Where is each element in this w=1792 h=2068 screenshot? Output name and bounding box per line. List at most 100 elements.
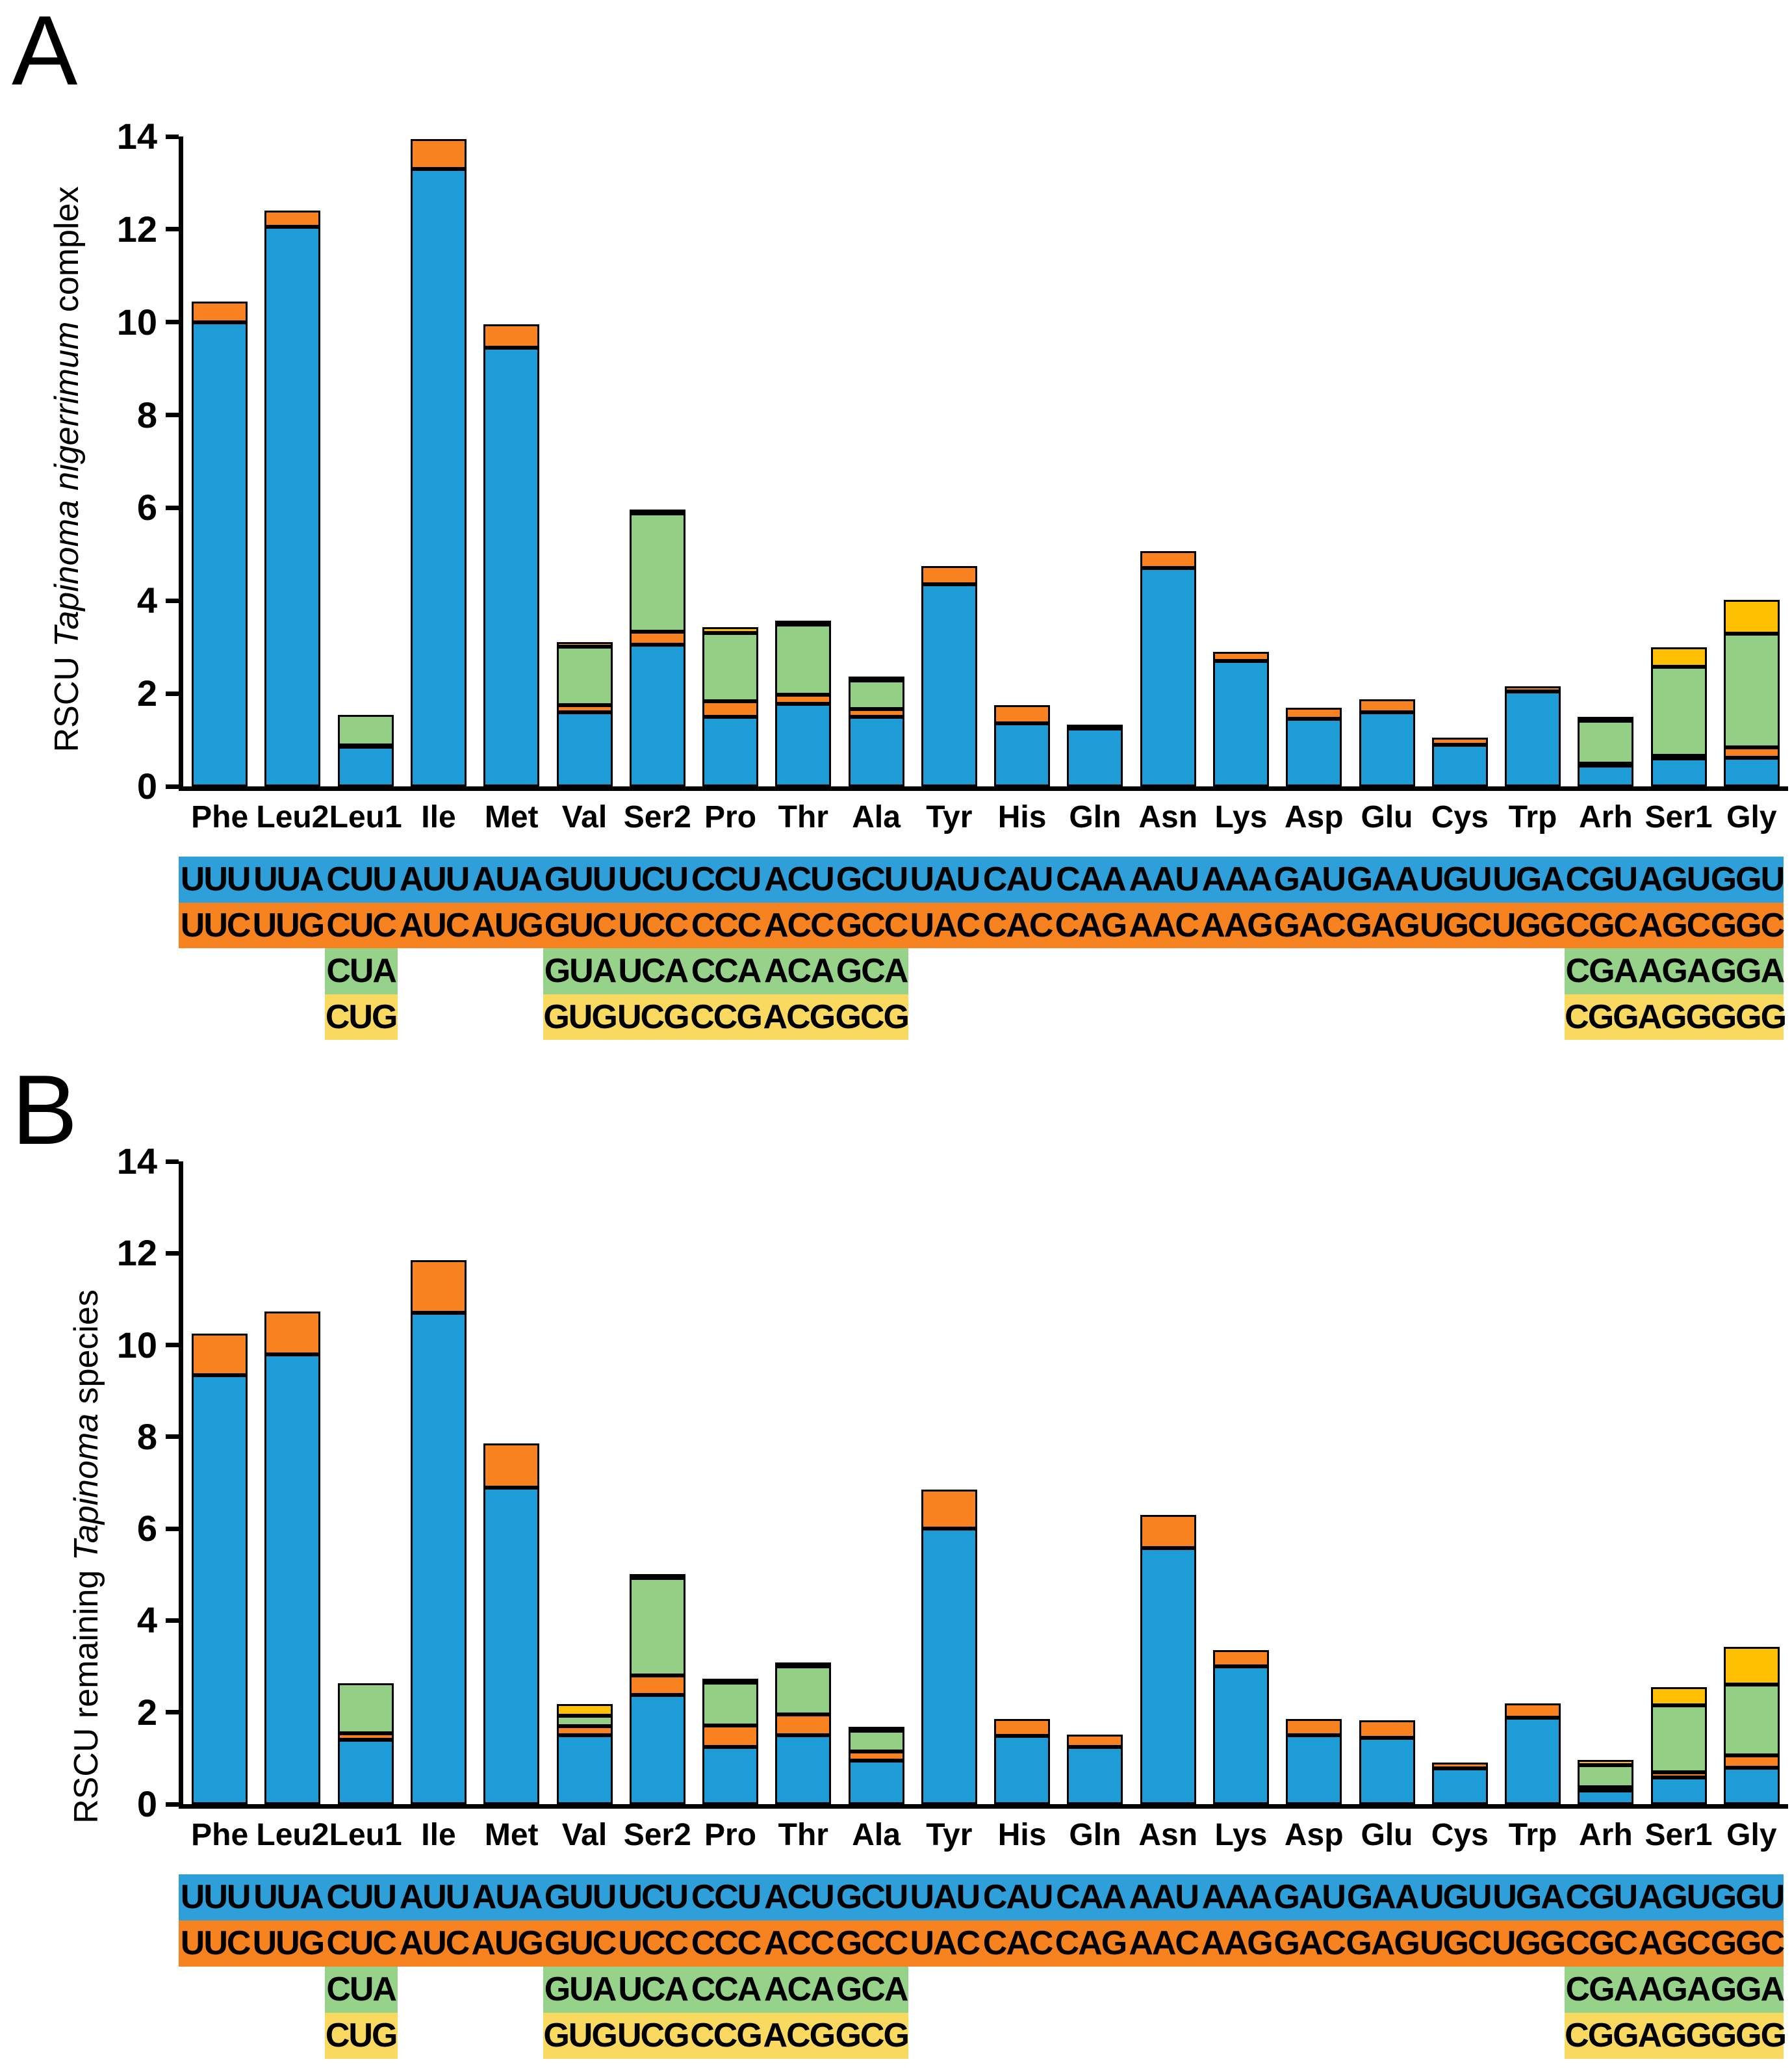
bar-Tyr-seg1 [921,1529,977,1804]
bar-Gly-seg3 [1723,634,1780,747]
codon-GCU: GCU [836,1878,909,1916]
codon-ACC: ACC [763,906,835,944]
bar-Ala-seg4 [848,1726,904,1731]
bar-Pro-seg3 [702,632,759,701]
bar-Gly-seg1 [1723,757,1780,786]
bar-Arh-seg4 [1578,1759,1634,1765]
codon-GGG: GGG [1710,998,1787,1036]
bar-Leu2-seg2 [264,211,321,227]
bar-Ile-seg1 [410,1313,467,1804]
panel-a-ylabel-suffix: complex [48,186,86,322]
bar-Ala-seg3 [848,1730,904,1751]
codon-UUU: UUU [180,860,251,898]
x-label-Gly: Gly [1726,800,1777,834]
codon-GAA: GAA [1346,1878,1420,1916]
bar-Phe-seg2 [192,1333,248,1375]
x-label-Glu: Glu [1361,800,1413,834]
codon-UCC: UCC [618,1924,689,1962]
x-label-Ser2: Ser2 [623,800,691,834]
bar-Leu1-seg2 [337,1733,394,1740]
x-label-Ile: Ile [421,800,456,834]
codon-AUG: AUG [471,1924,544,1962]
bar-Ser1-seg1 [1650,758,1707,786]
codon-AGU: AGU [1638,1878,1711,1916]
codon-ACC: ACC [763,1924,835,1962]
bar-His-seg2 [994,1718,1051,1737]
y-tick-label-6: 6 [136,1508,157,1549]
codon-UGA: UGA [1492,1878,1565,1916]
codon-UCG: UCG [617,998,690,1036]
bar-Pro-seg1 [702,1746,759,1804]
codon-CAU: CAU [982,1878,1054,1916]
bar-Thr-seg2 [775,1714,832,1736]
x-label-Thr: Thr [778,1818,828,1852]
bar-Lys-seg1 [1212,661,1269,786]
bar-Gly-seg3 [1723,1685,1780,1756]
panel-a-codon-table: UUU UUA CUU AUU AUA GUU UCU CCU ACU GCU UAU CAU CAA A… [179,857,1787,1040]
bar-Leu1-seg3 [337,1683,394,1733]
codon-GAG: GAG [1346,1924,1420,1962]
y-tick-label-8: 8 [136,394,157,435]
codon-AGG: AGG [1637,2017,1711,2054]
bar-Asp-seg1 [1286,719,1342,786]
x-label-Leu2: Leu2 [256,800,329,834]
codon-UUG: UUG [252,906,326,944]
codon-CGC: CGC [1565,906,1639,944]
codon-AGC: AGC [1638,1924,1711,1962]
codon-UCA: UCA [618,952,689,990]
y-tick-4 [166,598,179,603]
codon-GAG: GAG [1346,906,1420,944]
bar-Glu-seg1 [1359,1737,1415,1804]
bar-Lys-seg2 [1212,1649,1269,1667]
bar-Cys-seg1 [1431,744,1488,786]
bar-Asp-seg2 [1286,1719,1342,1736]
bar-Gln-seg2 [1067,1734,1123,1747]
y-tick-4 [166,1618,179,1623]
codon-CGA: CGA [1565,1971,1639,2008]
panel-b-letter: B [12,1055,78,1165]
y-tick-label-10: 10 [116,301,157,343]
y-tick-label-12: 12 [116,208,157,250]
bar-Phe-seg1 [192,322,248,786]
codon-AAU: AAU [1129,1878,1199,1916]
bar-Leu1-seg3 [337,715,394,746]
x-label-Asp: Asp [1284,800,1344,834]
codon-CUC: CUC [326,906,397,944]
bar-Ser2-seg3 [629,1578,685,1676]
bar-Cys-seg2 [1431,1762,1488,1768]
bar-Ala-seg1 [848,1760,904,1804]
bar-Gly-seg4 [1723,1646,1780,1685]
codon-GCG: GCG [835,2017,909,2054]
x-label-Gln: Gln [1069,1818,1121,1852]
bar-Ala-seg1 [848,716,904,786]
codon-UAU: UAU [910,1878,981,1916]
x-label-Met: Met [484,800,539,834]
bar-Ala-seg2 [848,709,904,717]
bar-Gln-seg1 [1067,1746,1123,1804]
codon-CCC: CCC [691,1924,762,1962]
y-tick-2 [166,691,179,696]
y-tick-12 [166,227,179,232]
codon-CCA: CCA [691,952,762,990]
bar-Thr-seg4 [775,620,832,625]
codon-UUA: UUA [253,860,324,898]
y-tick-2 [166,1710,179,1715]
bar-Arh-seg3 [1578,1764,1634,1787]
bar-Val-seg1 [556,712,613,786]
x-label-Lys: Lys [1214,1818,1268,1852]
bar-Val-seg2 [556,705,613,712]
bar-Ser1-seg1 [1650,1777,1707,1804]
codon-AUU: AUU [399,860,470,898]
bar-Cys-seg2 [1431,738,1488,745]
bar-Phe-seg2 [192,301,248,322]
x-label-Ile: Ile [421,1818,456,1852]
y-tick-8 [166,413,179,418]
bar-Tyr-seg2 [921,565,977,585]
bar-Arh-seg3 [1578,720,1634,764]
codon-UUC: UUC [180,1924,251,1962]
panel-a-plot-area: 0 2 4 6 8 10 12 14 Phe Leu2 Leu1 Ile Met Val Ser2 Pro Th… [117,118,1788,834]
bar-Asn-seg2 [1140,1514,1196,1548]
bar-Leu2-seg1 [264,227,321,786]
bar-Pro-seg2 [702,1725,759,1747]
